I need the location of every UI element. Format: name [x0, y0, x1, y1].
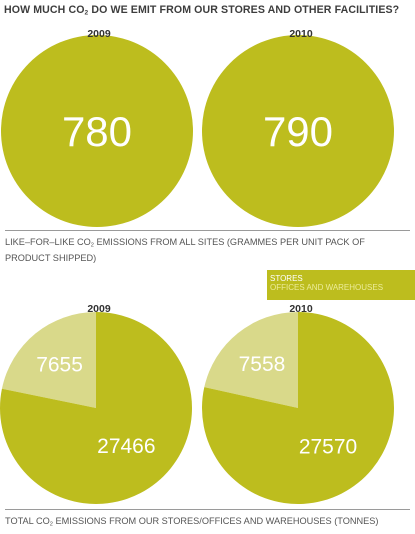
slice-label-stores-2009: 27466 [97, 435, 155, 458]
slice-offices-2009 [1, 312, 96, 408]
year-label-2009-top: 2009 [87, 28, 111, 40]
year-label-2009-bottom: 2009 [87, 303, 111, 315]
legend-item-offices: OFFICES AND WAREHOUSES [270, 283, 384, 292]
year-label-2010-top: 2010 [289, 28, 313, 40]
slice-label-offices-2010: 7558 [239, 353, 286, 376]
pie-value-2009: 780 [62, 108, 132, 155]
legend-item-stores: STORES [270, 274, 303, 283]
page-title: HOW MUCH CO2 DO WE EMIT FROM OUR STORES … [4, 4, 400, 17]
slice-offices-2010 [204, 312, 298, 408]
pie-value-2010: 790 [263, 108, 333, 155]
year-label-2010-bottom: 2010 [289, 303, 313, 315]
pie-2009 [1, 35, 193, 227]
slice-label-stores-2010: 27570 [299, 435, 357, 458]
caption-likeforlike: LIKE–FOR–LIKE CO2 EMISSIONS FROM ALL SIT… [5, 237, 365, 263]
slice-stores-2009 [0, 312, 193, 505]
slice-label-offices-2009: 7655 [36, 353, 83, 376]
slice-stores-2010 [202, 312, 395, 504]
chart-legend: STORES OFFICES AND WAREHOUSES [267, 270, 415, 300]
caption-rule-1 [5, 230, 410, 231]
caption-total: TOTAL CO2 EMISSIONS FROM OUR STORES/OFFI… [5, 516, 379, 528]
caption-rule-2 [5, 509, 410, 510]
pie-2010 [202, 35, 394, 227]
